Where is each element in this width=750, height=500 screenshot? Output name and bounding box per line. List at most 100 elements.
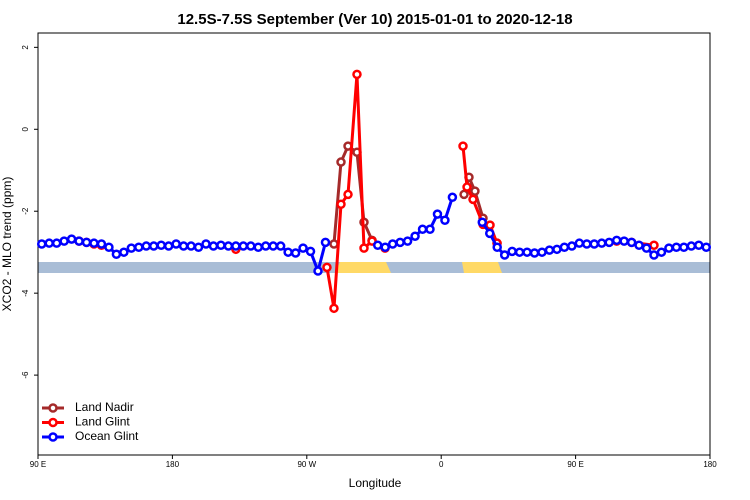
data-point <box>589 239 600 249</box>
data-point <box>582 239 592 249</box>
data-point <box>322 262 332 273</box>
legend-marker <box>48 403 58 413</box>
y-tick-label: -6 <box>21 371 30 379</box>
data-point <box>223 241 234 251</box>
data-point <box>275 241 286 251</box>
data-point <box>417 224 428 235</box>
data-point <box>679 242 689 253</box>
data-point <box>111 249 122 259</box>
data-point <box>459 189 469 200</box>
data-point <box>507 246 517 257</box>
data-point <box>380 242 390 253</box>
data-point <box>343 189 353 200</box>
x-tick-label: 180 <box>703 460 717 469</box>
data-point <box>649 250 659 260</box>
data-point <box>208 241 219 251</box>
data-point <box>305 246 316 257</box>
data-point <box>671 242 682 253</box>
data-point <box>320 237 331 248</box>
data-point <box>425 224 435 235</box>
data-point <box>51 238 62 248</box>
data-point <box>59 236 69 246</box>
legend-label: Land Nadir <box>75 400 134 414</box>
data-point <box>544 245 555 255</box>
data-point <box>119 247 129 257</box>
data-point <box>216 240 226 250</box>
data-point <box>462 182 472 192</box>
data-point <box>126 243 137 253</box>
data-point <box>611 235 622 246</box>
data-point <box>468 194 478 205</box>
data-point <box>514 247 525 257</box>
data-point <box>178 241 189 251</box>
data-point <box>313 266 323 276</box>
data-point <box>253 242 264 253</box>
y-tick-label: 0 <box>21 127 30 132</box>
data-point <box>567 241 577 251</box>
data-point <box>484 228 495 239</box>
series-line <box>78 72 655 310</box>
data-point <box>552 244 562 255</box>
land-band <box>335 262 391 273</box>
data-point <box>148 241 159 251</box>
data-point <box>171 239 181 249</box>
data-point <box>104 242 114 253</box>
data-point <box>656 247 667 257</box>
y-axis-label: XCO2 - MLO trend (ppm) <box>0 177 14 312</box>
data-point <box>352 69 362 80</box>
data-point <box>96 239 107 249</box>
data-point <box>574 238 585 248</box>
data-point <box>359 243 369 253</box>
data-point <box>186 241 196 251</box>
x-tick-label: 90 W <box>297 460 316 469</box>
data-point <box>694 240 704 250</box>
data-point <box>626 237 637 248</box>
data-point <box>336 199 346 210</box>
data-point <box>596 238 607 248</box>
data-point <box>246 241 256 251</box>
data-point <box>522 247 532 257</box>
data-point <box>74 236 84 246</box>
data-point <box>634 240 644 250</box>
series-line <box>41 196 707 273</box>
data-point <box>387 239 398 249</box>
data-point <box>231 241 241 251</box>
data-point <box>336 157 346 167</box>
data-point <box>641 243 652 253</box>
x-tick-label: 90 E <box>567 460 583 469</box>
data-point <box>447 192 458 203</box>
data-point <box>701 242 712 253</box>
data-point <box>163 241 174 251</box>
data-point <box>298 243 308 253</box>
surface-band <box>38 262 710 273</box>
data-point <box>402 236 413 246</box>
data-point <box>559 242 570 253</box>
data-point <box>649 240 659 250</box>
data-point <box>477 217 488 228</box>
data-point <box>81 237 92 248</box>
data-point <box>372 240 383 250</box>
legend-label: Ocean Glint <box>75 429 139 443</box>
y-tick-label: -4 <box>21 289 30 297</box>
data-point <box>537 247 547 257</box>
data-point <box>499 250 510 260</box>
data-point <box>66 234 77 244</box>
data-point <box>283 247 293 257</box>
data-point <box>260 241 271 251</box>
data-point <box>141 241 152 251</box>
x-tick-label: 0 <box>439 460 444 469</box>
data-point <box>664 243 674 253</box>
data-point <box>329 303 339 314</box>
data-point <box>44 238 54 248</box>
y-tick-label: -2 <box>21 207 30 215</box>
x-axis-label: Longitude <box>349 476 402 490</box>
data-point <box>290 248 301 258</box>
data-point <box>686 241 697 251</box>
legend-marker <box>48 432 58 442</box>
data-point <box>440 215 450 225</box>
data-point <box>329 239 339 249</box>
data-point <box>432 209 443 219</box>
data-point <box>89 238 99 248</box>
